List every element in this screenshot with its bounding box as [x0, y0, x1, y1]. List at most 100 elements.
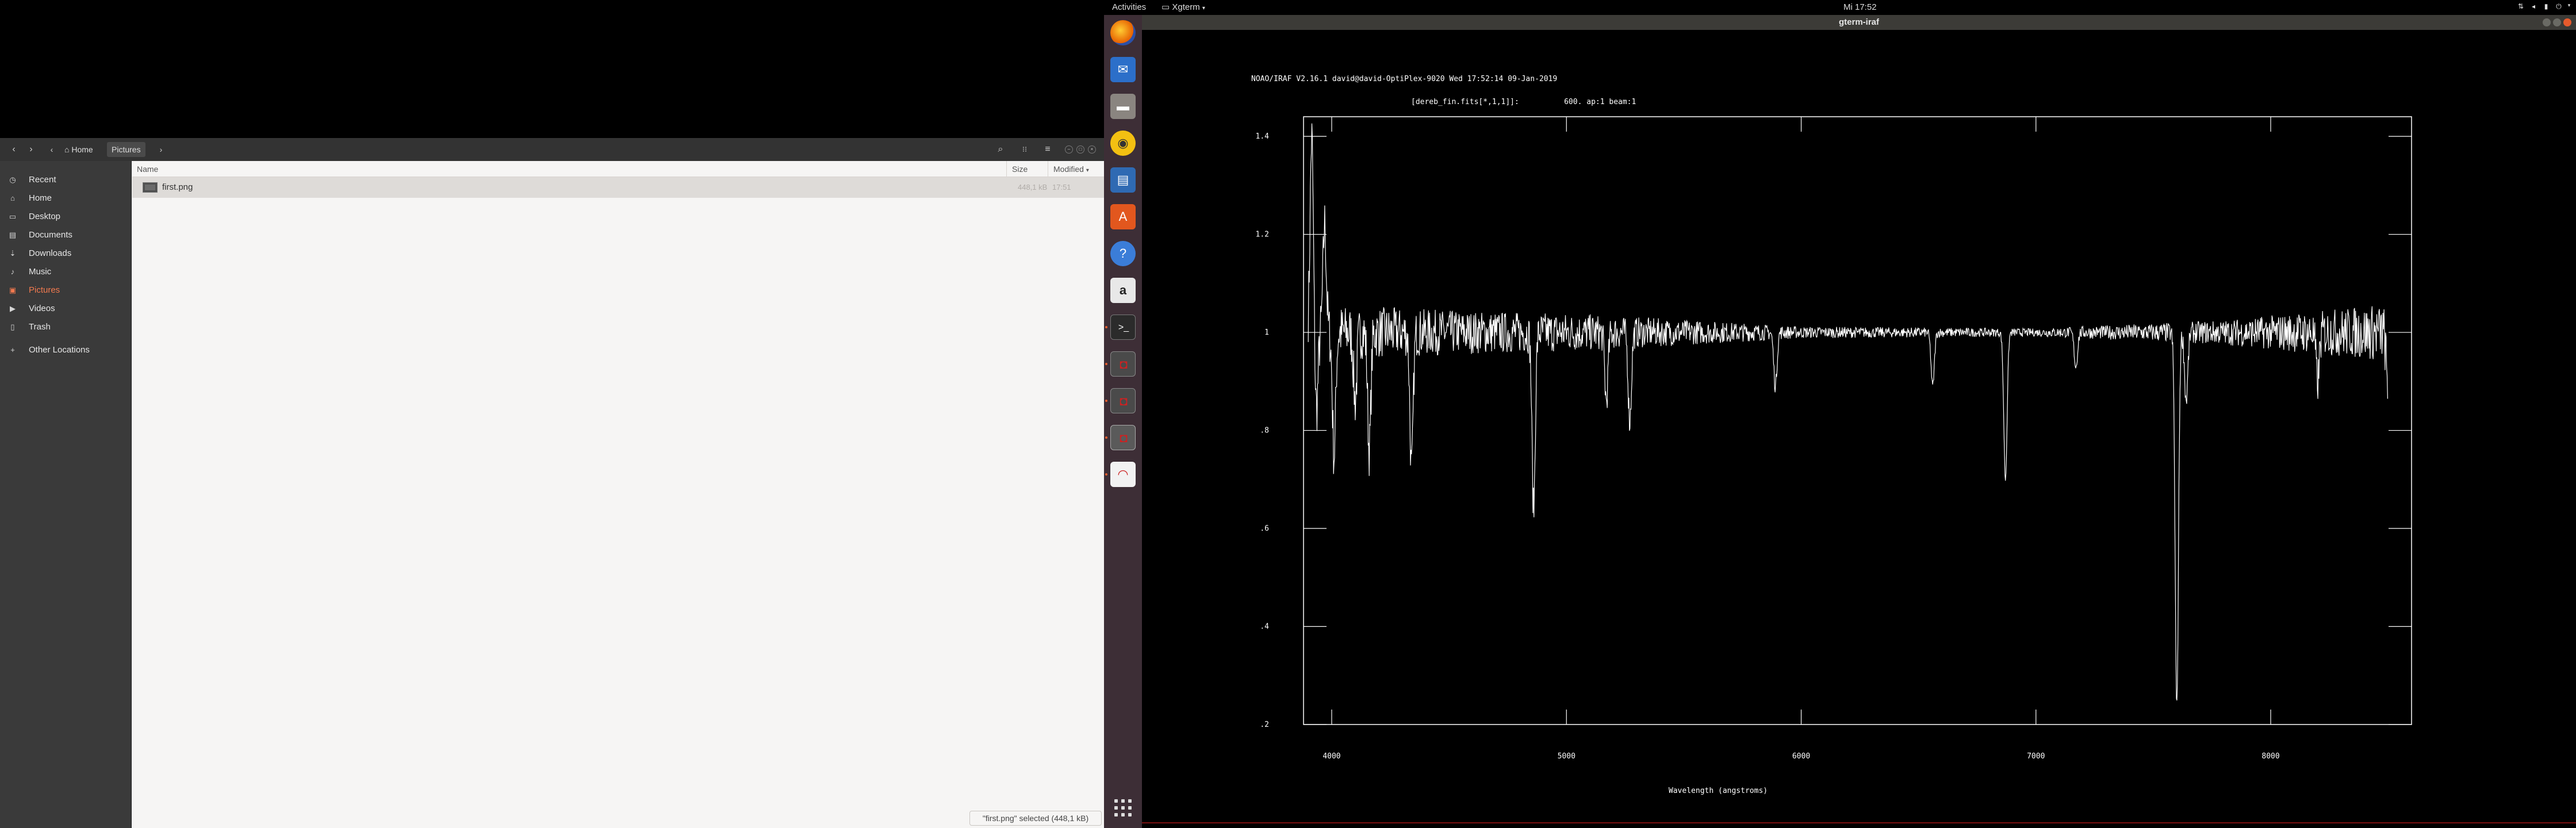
music-icon: ♪	[10, 267, 15, 276]
table-row[interactable]: first.png 448,1 kB 17:51	[132, 177, 1104, 198]
document-icon: ▤	[1117, 172, 1129, 187]
iraf-window-icon[interactable]: ◘	[1110, 388, 1136, 413]
sidebar-item-home[interactable]: ⌂ Home	[0, 190, 132, 207]
menu-icon[interactable]: ≡	[1045, 144, 1051, 154]
help-icon[interactable]: ?	[1110, 241, 1136, 266]
file-manager-header-bar: ‹ › ‹ ⌂ Home Pictures › ⌕ ⁝⁝ ≡ – □ ×	[0, 138, 1104, 161]
plus-icon: +	[10, 346, 15, 354]
dock: ✉ ▬ ◉ ▤ A ? a >_ ◘ ◘ ◘ ◠	[1104, 15, 1142, 828]
amazon-icon[interactable]: a	[1110, 278, 1136, 303]
x-tick-label: 6000	[1792, 752, 1810, 761]
folder-icon: ▬	[1117, 99, 1129, 113]
plot-frame	[1303, 116, 2412, 725]
sidebar-item-label: Other Locations	[29, 345, 90, 355]
y-tick-label: .2	[1260, 720, 1269, 729]
maximize-icon[interactable]	[2553, 18, 2561, 26]
spectrum-plot[interactable]: NOAO/IRAF V2.16.1 david@david-OptiPlex-9…	[1142, 30, 2576, 822]
file-modified: 17:51	[1052, 183, 1071, 191]
show-apps-icon[interactable]	[1114, 799, 1132, 816]
forward-icon[interactable]: ›	[29, 144, 33, 154]
running-indicator	[1105, 363, 1107, 365]
file-list: Name Size Modified ▾ first.png 448,1 kB …	[132, 161, 1104, 828]
back-icon[interactable]: ‹	[12, 144, 16, 154]
x-axis-label: Wavelength (angstroms)	[1669, 787, 1768, 795]
breadcrumb-left-arrow-icon[interactable]: ‹	[50, 145, 53, 154]
x-tick-label: 8000	[2261, 752, 2279, 761]
y-tick-label: .6	[1260, 524, 1269, 533]
files-icon[interactable]: ▬	[1110, 94, 1136, 119]
breadcrumb-right-arrow-icon[interactable]: ›	[159, 145, 163, 154]
bag-icon: A	[1118, 209, 1128, 224]
chevron-down-icon: ▾	[1202, 5, 1205, 12]
file-size: 448,1 kB	[1018, 183, 1048, 191]
running-indicator	[1105, 436, 1107, 439]
column-header-modified[interactable]: Modified ▾	[1053, 164, 1089, 175]
x-tick-label: 5000	[1558, 752, 1575, 761]
terminal-icon[interactable]: >_	[1110, 315, 1136, 340]
sidebar-item-label: Documents	[29, 230, 72, 240]
close-icon[interactable]	[2563, 18, 2571, 26]
clock[interactable]: Mi 17:52	[1843, 2, 1877, 12]
volume-icon[interactable]: ◂	[2531, 2, 2536, 10]
x-tick-label: 4000	[1322, 752, 1340, 761]
sidebar-item-label: Desktop	[29, 212, 61, 221]
iraf-window-icon[interactable]: ◘	[1110, 351, 1136, 377]
libreoffice-writer-icon[interactable]: ▤	[1110, 167, 1136, 193]
column-header-modified-label: Modified	[1053, 164, 1084, 174]
sidebar-item-label: Videos	[29, 304, 55, 313]
iraf-window-icon[interactable]: ◘	[1110, 425, 1136, 450]
sidebar-item-videos[interactable]: ▶ Videos	[0, 300, 132, 317]
sidebar-item-documents[interactable]: ▤ Documents	[0, 227, 132, 244]
window-title-bar[interactable]: gterm-iraf	[1142, 15, 2576, 30]
app-menu-label: Xgterm	[1172, 2, 1200, 12]
sidebar-item-desktop[interactable]: ▭ Desktop	[0, 208, 132, 225]
view-toggle-icon[interactable]: ⁝⁝	[1022, 145, 1028, 154]
ds9-icon[interactable]: ◠	[1110, 462, 1136, 487]
sidebar-item-trash[interactable]: ▯ Trash	[0, 319, 132, 336]
thunderbird-icon[interactable]: ✉	[1110, 57, 1136, 82]
breadcrumb-pictures[interactable]: Pictures	[107, 142, 145, 157]
sidebar-item-label: Music	[29, 267, 52, 277]
spectrum-line	[1308, 123, 2388, 701]
x-tick-label: 7000	[2027, 752, 2045, 761]
minimize-icon[interactable]	[2543, 18, 2551, 26]
download-icon: ⇣	[9, 249, 16, 258]
file-name: first.png	[162, 182, 193, 192]
search-icon[interactable]: ⌕	[998, 144, 1003, 154]
column-header-name[interactable]: Name	[137, 164, 159, 174]
sidebar-item-pictures[interactable]: ▣ Pictures	[0, 282, 132, 299]
y-tick-label: 1.2	[1256, 231, 1269, 239]
chevron-down-icon[interactable]: ▾	[2567, 2, 2571, 8]
y-axis-ticks: .2 .4 .6 .8 1 1.2 1.4	[1256, 132, 2412, 729]
file-manager-window: ‹ › ‹ ⌂ Home Pictures › ⌕ ⁝⁝ ≡ – □ × ◷ R…	[0, 138, 1104, 828]
sidebar-item-recent[interactable]: ◷ Recent	[0, 171, 132, 189]
envelope-icon: ✉	[1117, 62, 1129, 76]
close-icon[interactable]: ×	[1088, 145, 1096, 154]
question-icon: ?	[1119, 246, 1127, 260]
rhythmbox-icon[interactable]: ◉	[1110, 131, 1136, 156]
y-tick-label: 1	[1264, 328, 1269, 337]
sidebar-item-music[interactable]: ♪ Music	[0, 263, 132, 281]
window-thumbnail-icon: ◘	[1120, 394, 1128, 408]
home-icon: ⌂	[64, 145, 70, 154]
trash-icon: ▯	[10, 323, 15, 331]
image-thumbnail-icon	[143, 182, 158, 193]
breadcrumb-home[interactable]: ⌂ Home	[60, 142, 98, 157]
sidebar-item-other-locations[interactable]: + Other Locations	[0, 342, 132, 359]
maximize-icon[interactable]: □	[1076, 145, 1084, 154]
app-menu[interactable]: ▭ Xgterm ▾	[1162, 2, 1205, 14]
network-icon[interactable]: ⇅	[2517, 2, 2524, 10]
firefox-icon[interactable]	[1110, 20, 1136, 45]
video-icon: ▶	[10, 304, 16, 313]
minimize-icon[interactable]: –	[1065, 145, 1073, 154]
activities-button[interactable]: Activities	[1112, 2, 1147, 12]
home-icon: ⌂	[10, 194, 15, 202]
column-header-size[interactable]: Size	[1012, 164, 1028, 174]
speaker-icon: ◉	[1117, 136, 1129, 150]
power-icon[interactable]: ⏻	[2556, 2, 2562, 10]
sidebar-item-downloads[interactable]: ⇣ Downloads	[0, 245, 132, 262]
window-title: gterm-iraf	[1838, 17, 1879, 27]
software-center-icon[interactable]: A	[1110, 204, 1136, 229]
battery-icon[interactable]: ▮	[2544, 2, 2548, 10]
sort-down-icon: ▾	[1086, 167, 1089, 174]
